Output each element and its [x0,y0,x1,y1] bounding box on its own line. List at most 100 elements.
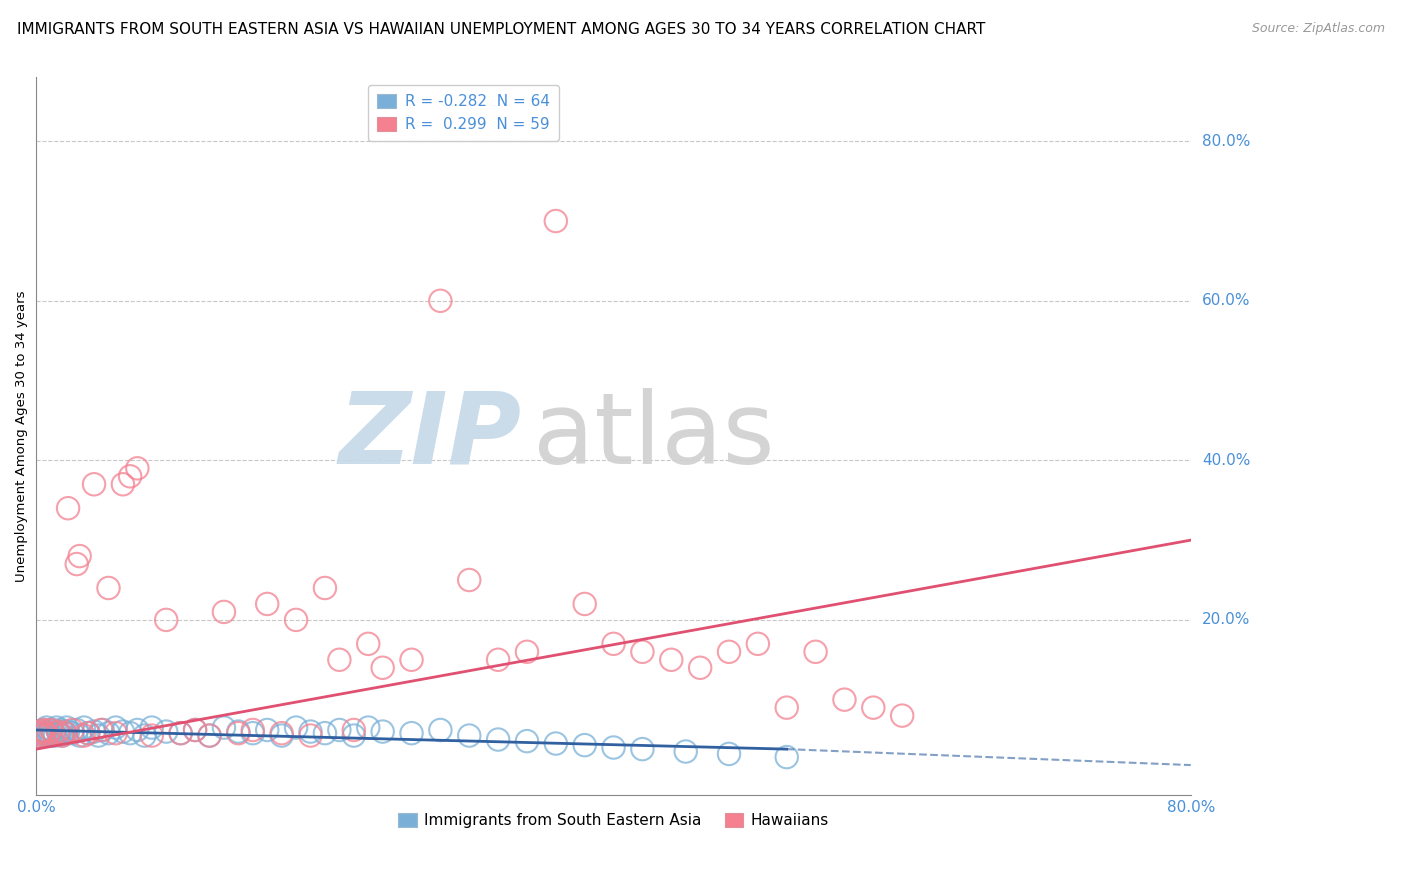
Point [31,726,53,740]
Point [134,729,156,743]
Point [39,729,62,743]
Y-axis label: Unemployment Among Ages 30 to 34 years: Unemployment Among Ages 30 to 34 years [15,291,28,582]
Point [256,723,278,737]
Point [357,637,380,651]
Point [458,729,481,743]
Point [69,549,91,563]
Point [228,724,250,739]
Point [212,721,235,735]
Point [77,726,100,740]
Point [747,637,769,651]
Point [631,645,654,659]
Point [83,477,105,491]
Point [127,461,149,475]
Point [127,723,149,737]
Text: atlas: atlas [533,388,775,485]
Point [28,726,51,740]
Point [862,700,884,714]
Point [45,721,67,735]
Point [69,729,91,743]
Point [83,724,105,739]
Point [602,637,624,651]
Point [602,740,624,755]
Point [328,653,350,667]
Point [32,723,55,737]
Point [44,729,66,743]
Text: ZIP: ZIP [339,388,522,485]
Point [35,721,58,735]
Point [52,724,75,739]
Point [120,469,142,483]
Point [104,721,127,735]
Point [717,645,740,659]
Point [486,732,509,747]
Text: Source: ZipAtlas.com: Source: ZipAtlas.com [1251,22,1385,36]
Point [343,723,366,737]
Point [141,729,163,743]
Point [53,726,76,740]
Point [357,721,380,735]
Point [458,573,481,587]
Point [401,653,423,667]
Point [371,724,394,739]
Point [343,729,366,743]
Point [155,613,177,627]
Point [516,645,538,659]
Point [66,723,89,737]
Point [73,721,96,735]
Point [56,724,79,739]
Point [776,700,799,714]
Point [77,726,100,740]
Point [97,726,120,740]
Point [834,692,856,706]
Point [242,723,264,737]
Point [198,729,221,743]
Point [91,723,114,737]
Point [328,723,350,737]
Point [31,724,53,739]
Point [228,726,250,740]
Point [30,729,52,743]
Point [169,726,191,740]
Point [73,729,96,743]
Point [256,597,278,611]
Point [270,729,292,743]
Point [631,742,654,756]
Point [689,661,711,675]
Point [574,738,596,752]
Point [675,745,697,759]
Point [42,726,65,740]
Point [401,726,423,740]
Point [34,729,56,743]
Text: 60.0%: 60.0% [1202,293,1250,309]
Point [37,726,59,740]
Point [285,613,308,627]
Point [38,724,60,739]
Point [314,581,336,595]
Point [104,726,127,740]
Point [184,723,207,737]
Point [141,721,163,735]
Point [574,597,596,611]
Point [41,723,63,737]
Point [51,729,73,743]
Point [34,726,56,740]
Point [120,726,142,740]
Point [39,723,62,737]
Point [46,724,69,739]
Point [659,653,682,667]
Point [97,581,120,595]
Point [804,645,827,659]
Text: 80.0%: 80.0% [1202,134,1250,149]
Point [46,724,69,739]
Point [111,724,134,739]
Point [62,723,84,737]
Text: 40.0%: 40.0% [1202,453,1250,467]
Point [37,729,59,743]
Point [32,723,55,737]
Point [87,729,110,743]
Point [371,661,394,675]
Point [198,729,221,743]
Point [155,724,177,739]
Point [51,729,73,743]
